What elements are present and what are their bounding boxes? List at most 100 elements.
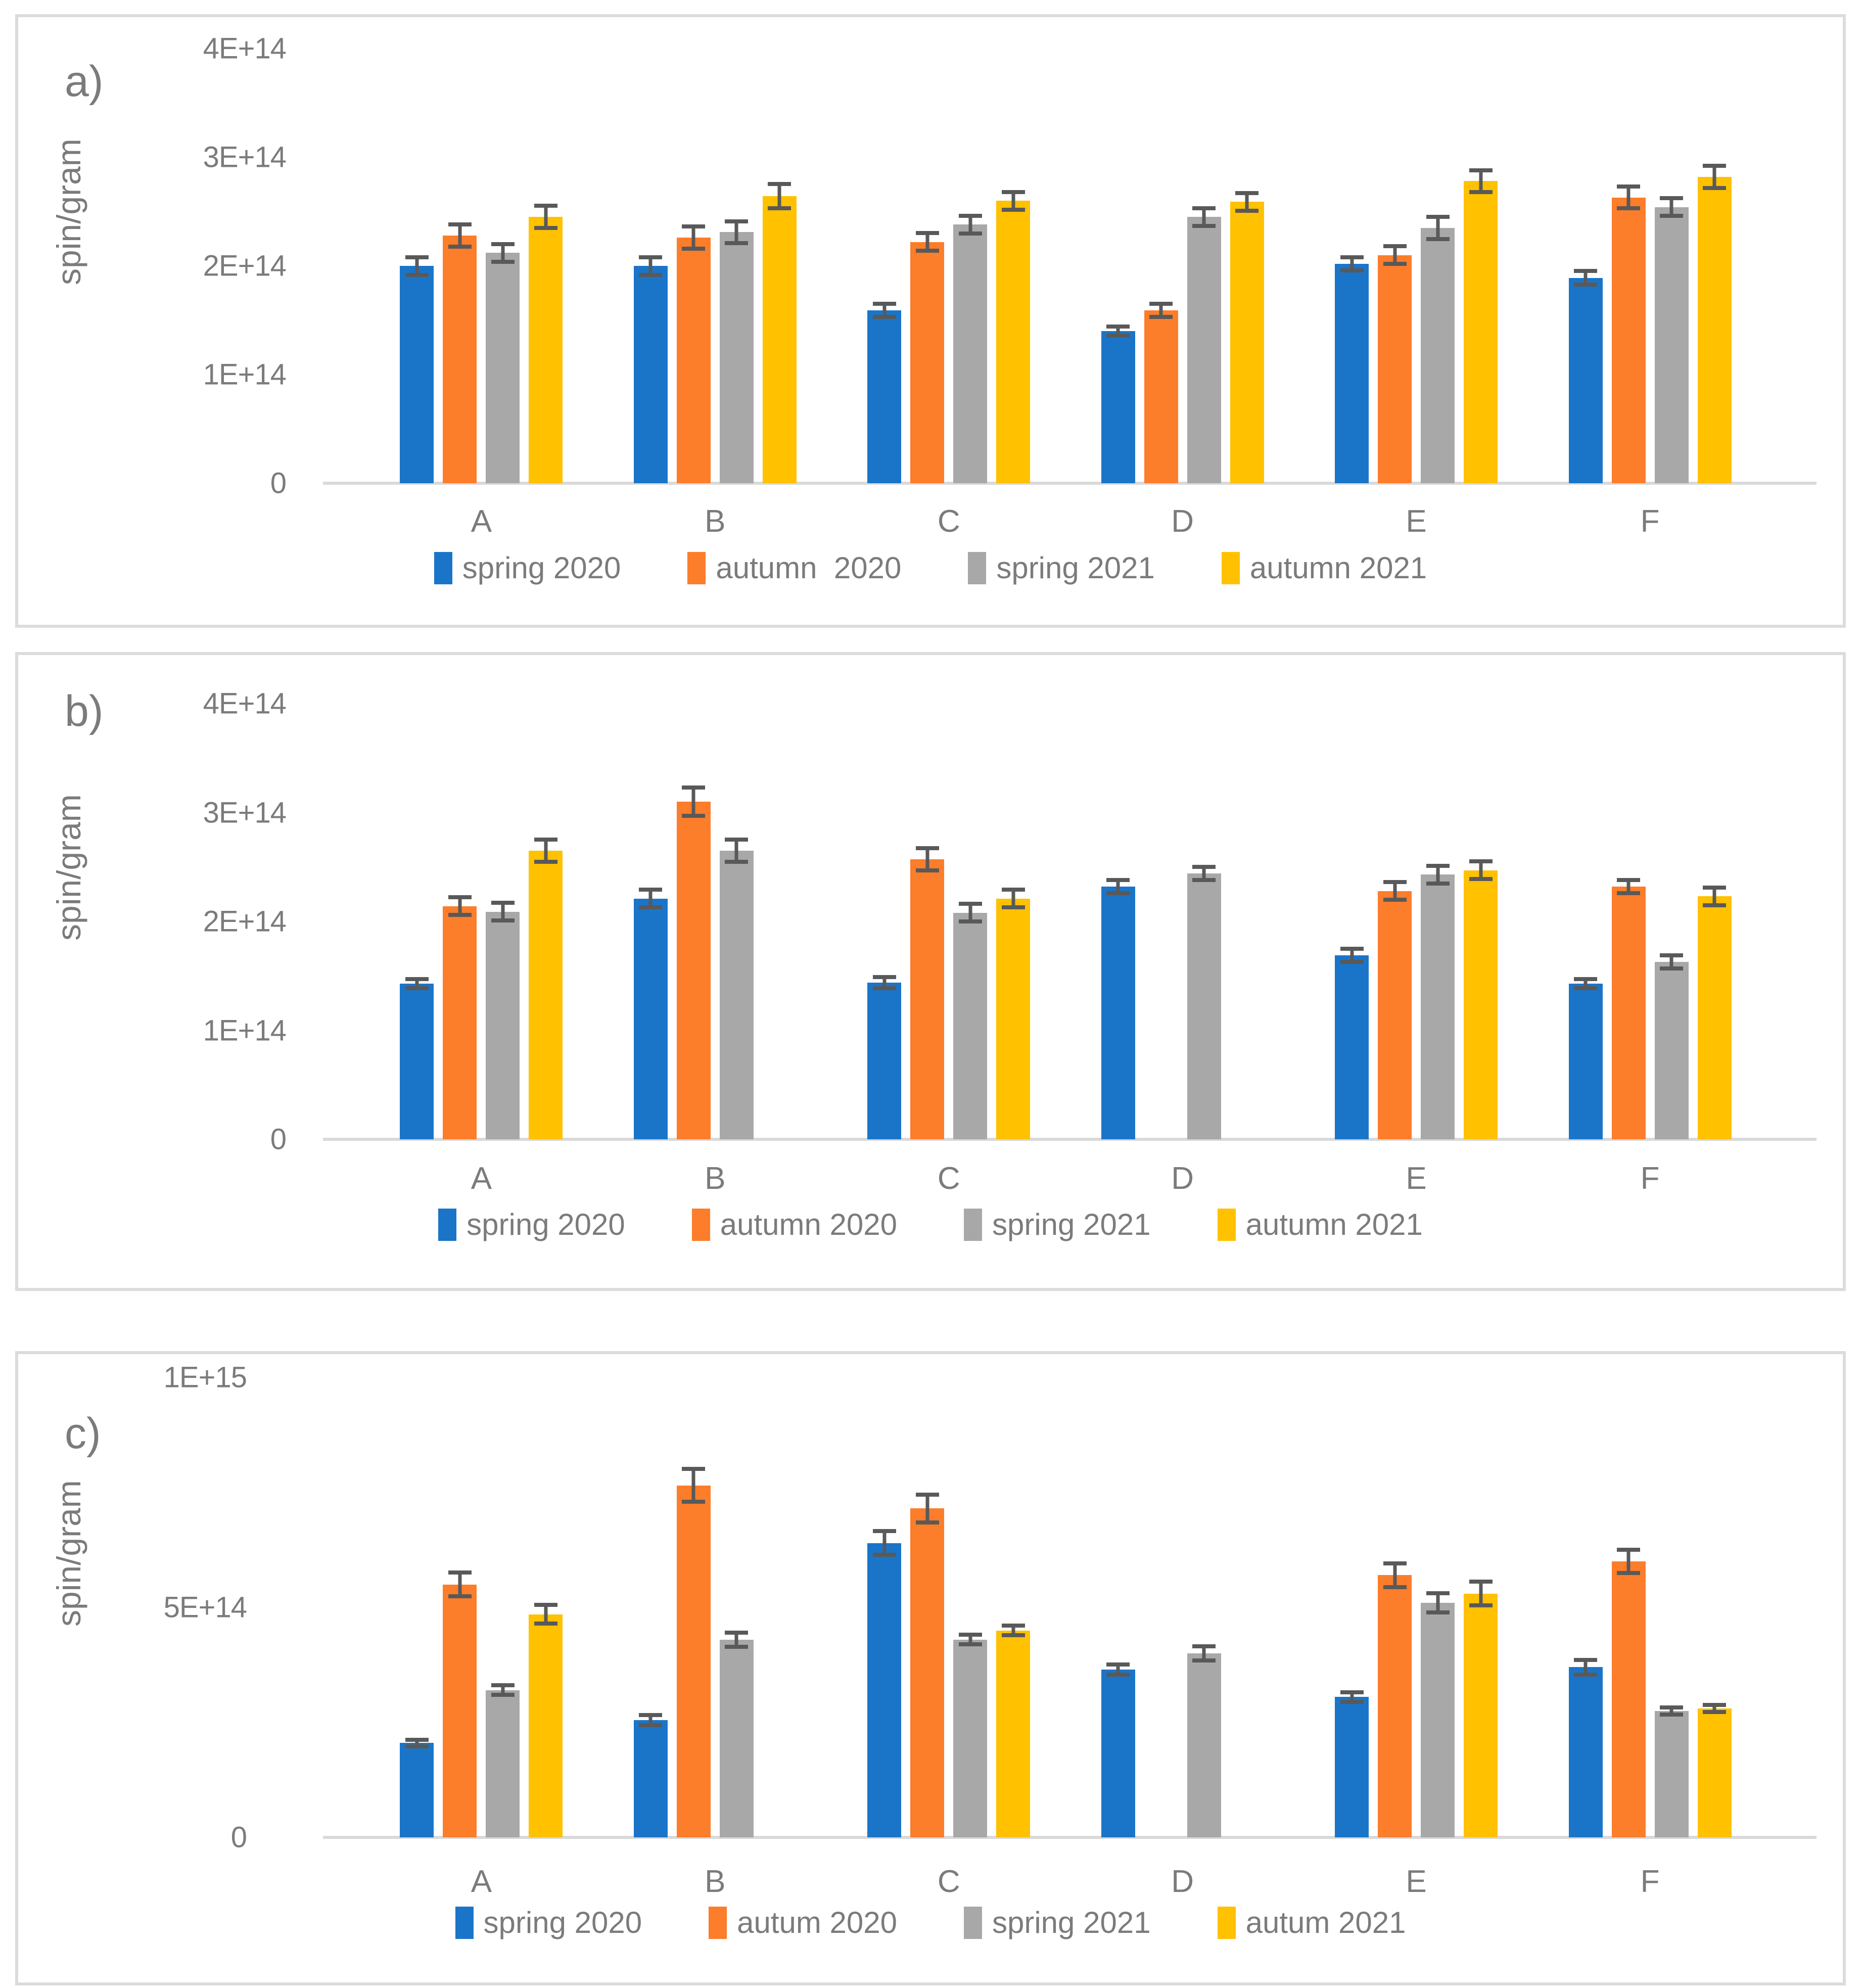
error-bar: [1149, 301, 1173, 319]
y-tick-label: 2E+14: [203, 249, 287, 283]
bar-slot: [1230, 49, 1264, 483]
legend-item-spring-2021: spring 2021: [964, 1207, 1151, 1242]
bar-slot: [1464, 1377, 1498, 1837]
error-bar: [1469, 168, 1493, 195]
bar-slot: [1611, 1377, 1646, 1837]
error-bar: [639, 255, 663, 277]
bar-E-autumn-2021: [1464, 870, 1498, 1139]
legend-item-spring-2020: spring 2020: [455, 1905, 642, 1940]
bar-A-spring-2020: [400, 1743, 434, 1837]
bar-slot: [529, 49, 563, 483]
error-bar: [1426, 214, 1450, 241]
error-bar: [1469, 859, 1493, 882]
bar-F-autumn-2020: [1611, 887, 1646, 1139]
bar-slot: [400, 1377, 434, 1837]
bar-E-spring-2020: [1335, 1697, 1369, 1837]
bar-slot: [529, 704, 563, 1139]
error-bar: [958, 1633, 982, 1647]
bar-F-autumn-2021: [1697, 896, 1732, 1139]
bar-slot: [719, 49, 754, 483]
legend-item-spring-2021: spring 2021: [964, 1905, 1151, 1940]
bar-A-spring-2020: [400, 983, 434, 1139]
bar-group-E: [1335, 49, 1498, 483]
error-bar: [639, 1713, 663, 1727]
bar-group-B: [633, 1377, 797, 1837]
bar-A-spring-2020: [400, 266, 434, 483]
x-axis-label-B: B: [705, 504, 726, 539]
bar-slot: [1568, 49, 1603, 483]
error-bar: [448, 222, 472, 249]
bar-slot: [486, 1377, 520, 1837]
bar-B-spring-2021: [719, 232, 754, 483]
error-bar: [491, 901, 515, 923]
bar-group-E: [1335, 704, 1498, 1139]
bar-slot: [486, 49, 520, 483]
error-bar: [448, 1570, 472, 1598]
bar-slot: [763, 704, 797, 1139]
bar-slot: [719, 1377, 754, 1837]
legend-label: autumn 2021: [1245, 1208, 1423, 1241]
error-bar: [1192, 1644, 1216, 1663]
bar-D-spring-2021: [1187, 1653, 1221, 1837]
bar-E-spring-2020: [1335, 955, 1369, 1139]
bar-slot: [953, 49, 988, 483]
legend-label: autumn 2020: [720, 1208, 897, 1241]
bar-slot: [443, 49, 477, 483]
y-tick-label: 2E+14: [203, 905, 287, 938]
bar-group-E: [1335, 1377, 1498, 1837]
bar-slot: [1697, 1377, 1732, 1837]
bar-B-autum-2020: [676, 1485, 711, 1837]
panel-label: c): [65, 1409, 101, 1458]
error-bar: [725, 838, 749, 864]
bar-slot: [910, 49, 945, 483]
error-bar: [1106, 877, 1130, 896]
error-bar: [1192, 206, 1216, 228]
y-tick-label: 4E+14: [203, 32, 287, 65]
legend-swatch-icon: [438, 1208, 457, 1241]
y-tick-label: 0: [270, 1123, 287, 1156]
error-bar: [915, 1492, 939, 1525]
x-axis-label-C: C: [937, 1864, 960, 1899]
bar-group-C: [867, 49, 1031, 483]
legend-item-autum-2020: autum 2020: [709, 1905, 897, 1940]
bar-slot: [1697, 49, 1732, 483]
legend-swatch-icon: [434, 551, 452, 584]
x-axis-label-E: E: [1406, 504, 1427, 539]
legend-label: spring 2021: [996, 551, 1155, 585]
bar-E-autumn-2020: [1378, 255, 1412, 483]
error-bar: [915, 846, 939, 873]
bar-A-autumn-2021: [529, 850, 563, 1139]
panel-label: a): [65, 57, 104, 106]
legend-swatch-icon: [964, 1906, 982, 1939]
legend-swatch-icon: [1217, 1906, 1236, 1939]
x-axis-label-E: E: [1406, 1161, 1427, 1196]
bar-F-spring-2020: [1568, 983, 1603, 1139]
legend-swatch-icon: [709, 1906, 727, 1939]
bar-slot: [1568, 704, 1603, 1139]
plot-area: [323, 49, 1816, 485]
y-tick-label: 1E+14: [203, 358, 287, 391]
x-axis-label-D: D: [1171, 1864, 1194, 1899]
legend-swatch-icon: [691, 1208, 710, 1241]
error-bar: [1383, 244, 1407, 266]
bar-slot: [1421, 1377, 1455, 1837]
bar-group-C: [867, 704, 1031, 1139]
bar-C-spring-2020: [867, 982, 902, 1139]
bar-E-autumn-2020: [1378, 891, 1412, 1139]
legend: spring 2020 autumn 2020 spring 2021 autumn …: [18, 1207, 1843, 1242]
y-axis-ticks: 0 1E+14 2E+14 3E+14 4E+14: [18, 32, 295, 500]
bar-C-autum-2021: [996, 1630, 1031, 1837]
bar-slot: [443, 1377, 477, 1837]
bar-slot: [1144, 49, 1178, 483]
bar-slot: [1101, 1377, 1135, 1837]
y-axis-ticks: 0 5E+14 1E+15: [18, 1361, 256, 1854]
bar-F-spring-2021: [1654, 1710, 1689, 1837]
error-bar: [405, 255, 429, 277]
y-axis-ticks: 0 1E+14 2E+14 3E+14 4E+14: [18, 687, 295, 1156]
x-axis-line: [323, 482, 1816, 485]
legend-item-autumn-2021: autumn 2021: [1221, 550, 1427, 585]
y-tick-label: 0: [270, 467, 287, 500]
legend-label: spring 2021: [992, 1906, 1151, 1939]
bar-C-autumn-2020: [910, 242, 945, 483]
bar-E-autum-2021: [1464, 1593, 1498, 1837]
